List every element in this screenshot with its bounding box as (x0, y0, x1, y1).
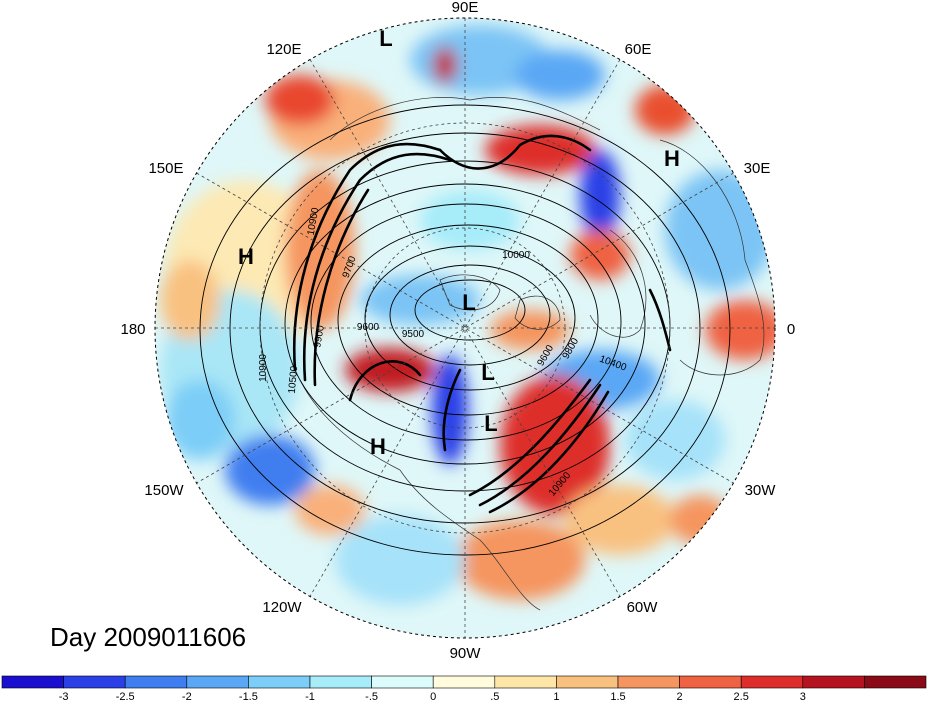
lon-label-60w: 60W (627, 599, 659, 616)
lon-label-90w: 90W (450, 645, 482, 662)
colorbar-swatch (309, 675, 372, 689)
colorbar-tick-label: 1.5 (610, 691, 625, 702)
colorbar-tick-label: 1 (553, 691, 559, 702)
contour-label: 9900 (312, 324, 327, 348)
colorbar-swatch (432, 675, 496, 689)
colorbar-tick-label: -.5 (365, 691, 378, 702)
pressure-center-l: L (379, 26, 392, 51)
colorbar-swatch (63, 675, 126, 689)
map-boundary (154, 17, 776, 639)
colorbar-swatch (556, 675, 619, 689)
lon-label-0: 0 (787, 321, 795, 338)
contour-label: 10900 (258, 354, 269, 382)
colorbar-swatch (1, 675, 64, 689)
colorbar-tick-label: -2.5 (116, 691, 135, 702)
lon-label-120e: 120E (266, 41, 301, 58)
anomaly-shading (155, 18, 775, 638)
jet-contours (293, 134, 672, 514)
colorbar-swatch (371, 675, 434, 689)
colorbar-tick-label: 0 (430, 691, 436, 702)
colorbar-tick-label: -1.5 (239, 691, 258, 702)
longitude-labels: 90E 60E 30E 0 30W 60W 90W 120W 150W 180 … (120, 0, 795, 662)
pressure-center-l: L (481, 360, 494, 385)
contour-label: 9500 (402, 329, 425, 340)
lon-label-120w: 120W (262, 599, 302, 616)
colorbar: -3 -2.5 -2 -1.5 -1 -.5 0 .5 1 1.5 2 2.5 3 (1, 675, 927, 702)
pressure-center-h: H (238, 244, 254, 269)
lon-label-150w: 150W (144, 482, 184, 499)
pressure-center-h: H (370, 434, 386, 459)
colorbar-swatch (802, 675, 865, 689)
contour-label: 10900 (306, 206, 322, 236)
graticule (155, 18, 775, 638)
date-title: Day 2009011606 (50, 622, 246, 652)
colorbar-swatch (186, 675, 249, 689)
contour-label: 10500 (287, 365, 300, 394)
colorbar-swatch (248, 675, 311, 689)
colorbar-swatch (494, 675, 557, 689)
pressure-center-h: H (664, 146, 680, 171)
contour-label: 9600 (357, 322, 380, 333)
pressure-centers: L H H L L L H (238, 26, 680, 459)
contour-label: 10000 (502, 250, 530, 261)
lon-label-30w: 30W (745, 482, 777, 499)
lon-label-60e: 60E (625, 41, 652, 58)
colorbar-tick-label: 2 (677, 691, 683, 702)
lon-label-30e: 30E (744, 160, 771, 177)
colorbar-swatch (864, 675, 927, 689)
colorbar-tick-label: -1 (305, 691, 315, 702)
coastlines (299, 97, 765, 611)
colorbar-tick-label: 3 (800, 691, 806, 702)
lon-label-180: 180 (120, 321, 145, 338)
colorbar-tick-label: -3 (59, 691, 69, 702)
colorbar-tick-label: .5 (490, 691, 499, 702)
pressure-center-l: L (484, 411, 497, 436)
colorbar-tick-label: 2.5 (734, 691, 749, 702)
lon-label-90e: 90E (452, 0, 479, 16)
lon-label-150e: 150E (148, 160, 183, 177)
pressure-center-l: L (462, 290, 475, 315)
colorbar-swatch (617, 675, 680, 689)
colorbar-swatch (124, 675, 188, 689)
colorbar-swatch (740, 675, 804, 689)
colorbar-tick-label: -2 (182, 691, 192, 702)
colorbar-swatch (679, 675, 742, 689)
